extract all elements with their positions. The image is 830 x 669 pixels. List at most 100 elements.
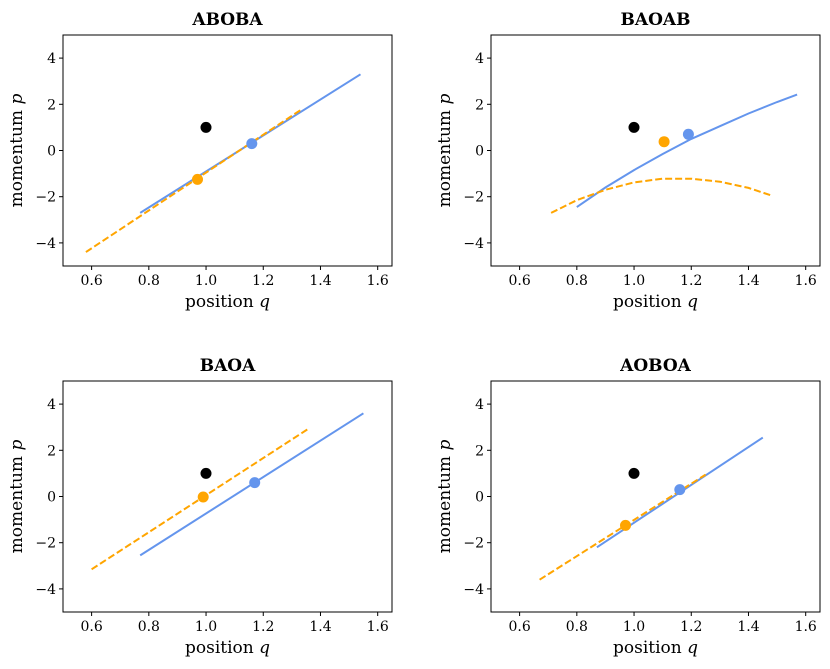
x-tick-label: 0.8 bbox=[566, 273, 588, 289]
y-axis-label: momentum p bbox=[435, 94, 455, 208]
x-tick-label: 1.0 bbox=[623, 273, 645, 289]
x-tick-label: 1.2 bbox=[252, 619, 274, 635]
x-tick-label: 1.2 bbox=[252, 273, 274, 289]
y-axis-label-variable: p bbox=[7, 94, 27, 105]
plot-area bbox=[85, 73, 362, 253]
axes-frame bbox=[490, 380, 821, 613]
y-tick-label: 0 bbox=[475, 490, 484, 506]
y-tick-label: −4 bbox=[463, 582, 484, 598]
x-tick-label: 0.6 bbox=[508, 273, 530, 289]
blue-point-marker bbox=[249, 477, 261, 489]
y-tick-label: 2 bbox=[47, 443, 56, 459]
orange-dashed-line bbox=[91, 427, 310, 571]
x-tick-label: 1.4 bbox=[309, 619, 331, 635]
x-axis-label: position q bbox=[613, 292, 698, 312]
x-tick-label: 1.0 bbox=[195, 619, 217, 635]
y-axis-label: momentum p bbox=[7, 440, 27, 554]
y-tick-label: 4 bbox=[475, 397, 484, 413]
y-axis-label-variable: p bbox=[435, 440, 455, 451]
plot-area bbox=[539, 436, 764, 581]
black-point-marker bbox=[628, 121, 640, 133]
orange-point-marker bbox=[192, 173, 203, 185]
x-axis-label-variable: q bbox=[687, 638, 698, 658]
y-tick-label: 4 bbox=[475, 51, 484, 67]
x-tick-label: 1.4 bbox=[309, 273, 331, 289]
x-tick-label: 0.6 bbox=[508, 619, 530, 635]
blue-point-marker bbox=[246, 138, 258, 150]
x-axis-label-variable: q bbox=[259, 292, 270, 312]
black-point-marker bbox=[628, 467, 640, 479]
y-axis-label-text: momentum bbox=[7, 451, 27, 554]
y-axis-label-variable: p bbox=[7, 440, 27, 451]
x-tick-label: 0.8 bbox=[138, 273, 160, 289]
chart-title: BAOA bbox=[200, 356, 256, 376]
y-tick-label: −2 bbox=[35, 190, 56, 206]
y-tick-label: 4 bbox=[47, 51, 56, 67]
x-axis-label-text: position bbox=[613, 292, 687, 312]
chart-title: ABOBA bbox=[191, 10, 263, 30]
x-tick-label: 1.2 bbox=[680, 273, 702, 289]
axes-frame bbox=[490, 34, 821, 267]
x-tick-label: 1.6 bbox=[795, 273, 817, 289]
x-axis-label: position q bbox=[185, 638, 270, 658]
x-tick-label: 1.6 bbox=[367, 273, 389, 289]
y-tick-label: −4 bbox=[463, 236, 484, 252]
plot-area bbox=[550, 93, 798, 214]
y-axis-label-text: momentum bbox=[435, 105, 455, 208]
y-tick-label: 0 bbox=[47, 144, 56, 160]
chart-panel-4: AOBOA 0.6 0.8 1.0 1.2 1.4 1.6 −4 −2 0 2 4 position q… bbox=[435, 356, 821, 658]
chart-panel-2: BAOAB 0.6 0.8 1.0 1.2 1.4 1.6 −4 −2 0 2 4 position q… bbox=[435, 10, 821, 312]
chart-title: BAOAB bbox=[621, 10, 691, 30]
y-tick-label: −2 bbox=[35, 536, 56, 552]
y-tick-label: −4 bbox=[35, 582, 56, 598]
orange-point-marker bbox=[620, 519, 631, 531]
blue-point-marker bbox=[674, 484, 686, 496]
y-tick-label: 2 bbox=[475, 443, 484, 459]
blue-point-marker bbox=[682, 128, 694, 140]
y-tick-label: 2 bbox=[475, 97, 484, 113]
y-tick-label: 0 bbox=[475, 144, 484, 160]
chart-panel-1: ABOBA 0.6 0.8 1.0 1.2 1.4 1.6 −4 −2 0 2 4 position q… bbox=[7, 10, 393, 312]
blue-solid-line bbox=[576, 93, 798, 208]
chart-panel-3: BAOA 0.6 0.8 1.0 1.2 1.4 1.6 −4 −2 0 2 4 position q m… bbox=[7, 356, 393, 658]
x-tick-label: 1.0 bbox=[195, 273, 217, 289]
black-point-marker bbox=[200, 121, 212, 133]
x-axis-label-text: position bbox=[185, 638, 259, 658]
x-tick-label: 1.4 bbox=[737, 619, 759, 635]
y-tick-label: 2 bbox=[47, 97, 56, 113]
y-axis-label: momentum p bbox=[435, 440, 455, 554]
y-tick-label: 4 bbox=[47, 397, 56, 413]
y-tick-label: −4 bbox=[35, 236, 56, 252]
x-axis-label-text: position bbox=[613, 638, 687, 658]
orange-dashed-line bbox=[550, 177, 772, 214]
orange-dashed-line bbox=[85, 109, 302, 253]
x-tick-label: 1.0 bbox=[623, 619, 645, 635]
x-tick-label: 1.4 bbox=[737, 273, 759, 289]
x-axis-label: position q bbox=[185, 292, 270, 312]
x-axis-label-variable: q bbox=[687, 292, 698, 312]
y-tick-label: 0 bbox=[47, 490, 56, 506]
orange-point-marker bbox=[658, 136, 670, 148]
x-tick-label: 1.6 bbox=[367, 619, 389, 635]
y-tick-label: −2 bbox=[463, 536, 484, 552]
x-axis-label-variable: q bbox=[259, 638, 270, 658]
x-axis-label: position q bbox=[613, 638, 698, 658]
y-axis-label-variable: p bbox=[435, 94, 455, 105]
y-axis-label-text: momentum bbox=[7, 105, 27, 208]
y-axis-label: momentum p bbox=[7, 94, 27, 208]
x-tick-label: 1.6 bbox=[795, 619, 817, 635]
axes-frame bbox=[62, 34, 393, 267]
x-tick-label: 0.8 bbox=[566, 619, 588, 635]
chart-title: AOBOA bbox=[619, 356, 691, 376]
black-point-marker bbox=[200, 467, 212, 479]
x-tick-label: 1.2 bbox=[680, 619, 702, 635]
x-tick-label: 0.6 bbox=[80, 273, 102, 289]
x-tick-label: 0.6 bbox=[80, 619, 102, 635]
plot-area bbox=[91, 412, 364, 571]
y-tick-label: −2 bbox=[463, 190, 484, 206]
y-axis-label-text: momentum bbox=[435, 451, 455, 554]
axes-frame bbox=[62, 380, 393, 613]
x-axis-label-text: position bbox=[185, 292, 259, 312]
orange-point-marker bbox=[197, 491, 209, 503]
